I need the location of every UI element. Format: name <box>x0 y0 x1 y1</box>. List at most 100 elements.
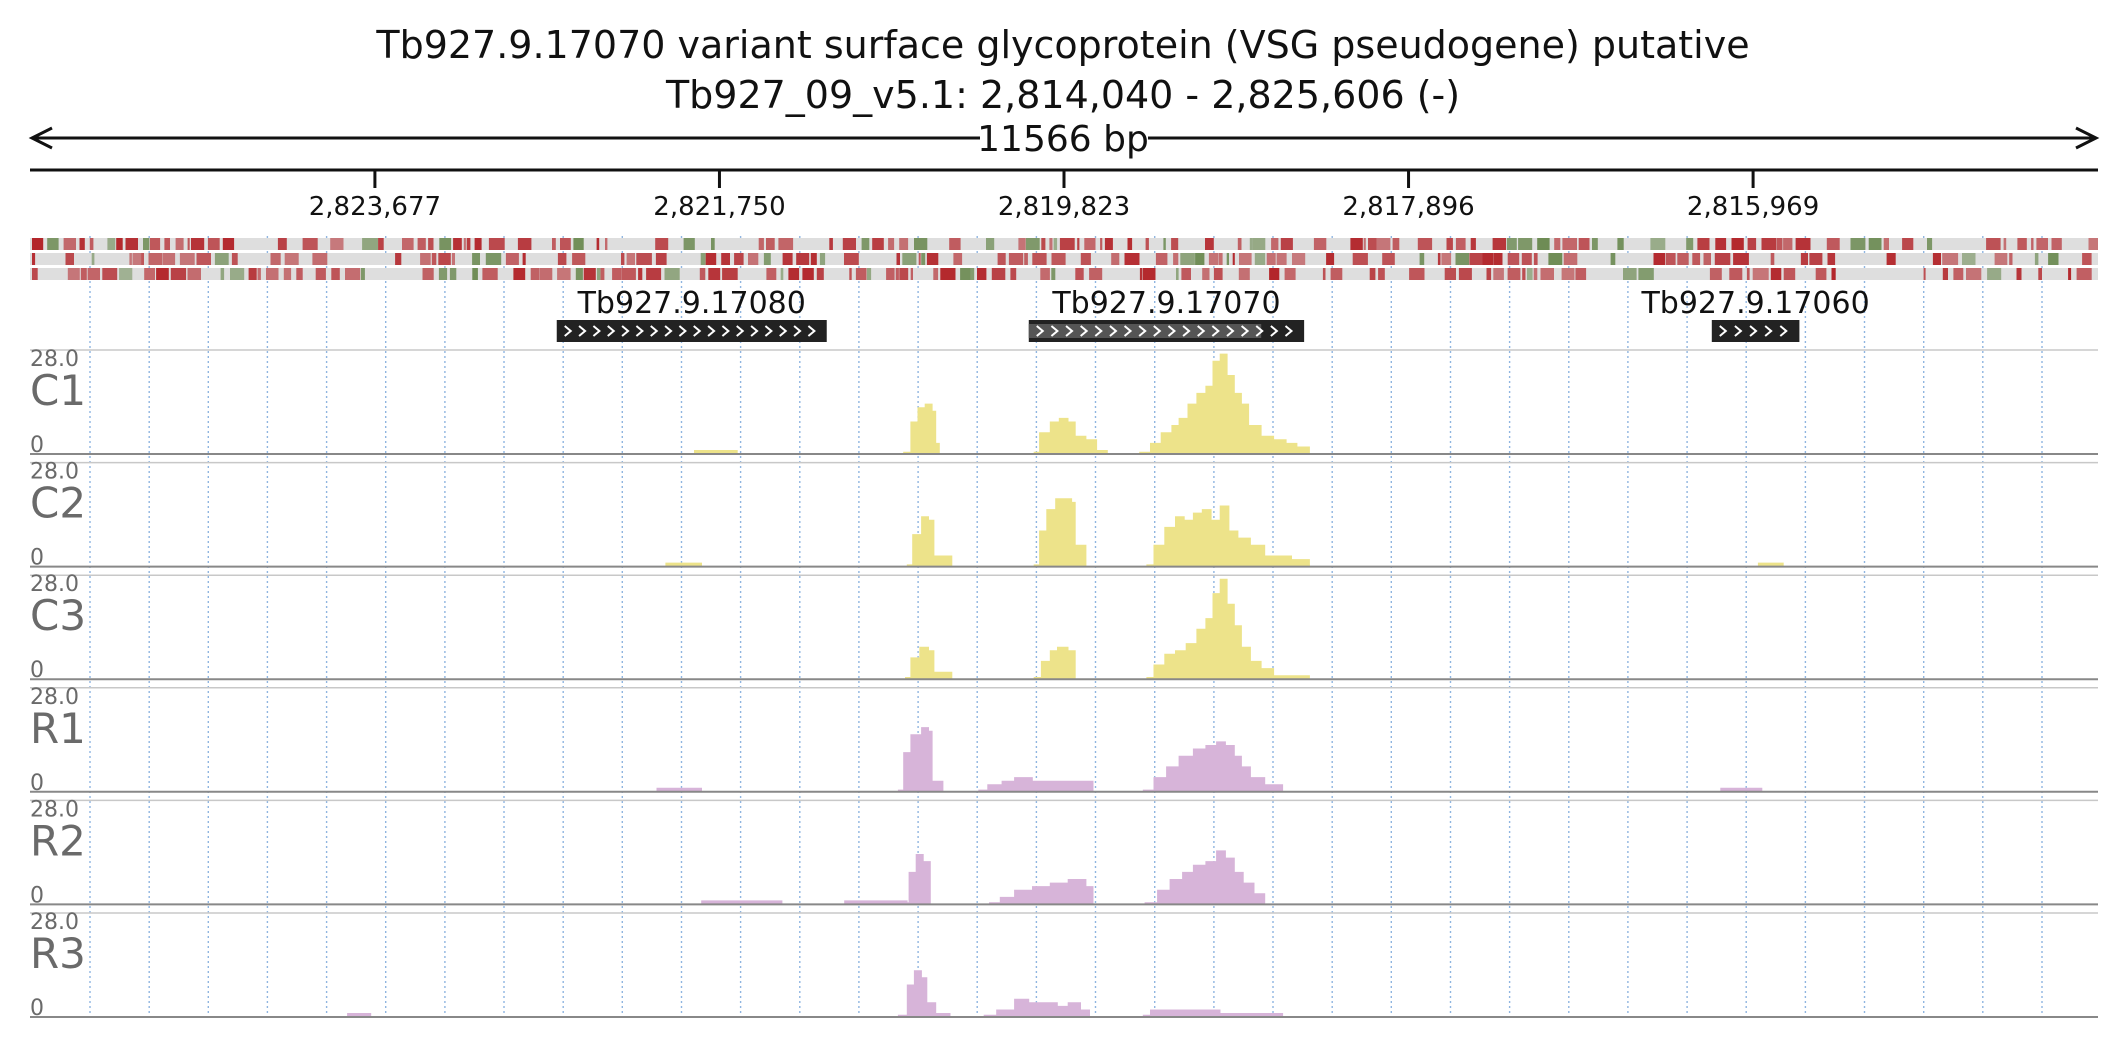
feature-mark <box>402 238 414 250</box>
feature-mark <box>1376 238 1391 250</box>
feature-mark <box>1537 238 1550 250</box>
feature-mark <box>1923 268 1926 280</box>
strand-arrow-icon <box>764 325 773 337</box>
feature-mark <box>488 238 505 250</box>
feature-mark <box>1815 268 1827 280</box>
feature-mark <box>360 268 365 280</box>
feature-mark <box>621 268 636 280</box>
left-arrow-icon <box>28 126 53 150</box>
feature-mark <box>156 268 169 280</box>
feature-mark <box>277 238 287 250</box>
feature-mark <box>1080 253 1091 265</box>
sequence-features-track <box>30 238 2098 280</box>
track-ymax-label: 28.0 <box>30 347 79 372</box>
track-r3: 28.0R3 0 <box>30 910 2098 1021</box>
feature-mark <box>1507 253 1520 265</box>
feature-mark <box>796 253 810 265</box>
strand-arrow-icon <box>1094 325 1103 337</box>
strand-arrow-icon <box>578 325 587 337</box>
coverage-peak <box>1146 505 1310 567</box>
feature-mark <box>2016 268 2022 280</box>
strand-arrow-icon <box>592 325 601 337</box>
feature-mark <box>125 238 138 250</box>
feature-mark <box>918 253 921 265</box>
track-r2: 28.0R2 0 <box>30 797 2098 908</box>
feature-mark <box>438 268 448 280</box>
feature-mark <box>960 268 971 280</box>
feature-mark <box>2034 253 2039 265</box>
feature-mark <box>1966 268 1982 280</box>
feature-mark <box>417 238 426 250</box>
feature-mark <box>2076 268 2092 280</box>
feature-mark <box>1783 268 1796 280</box>
feature-mark <box>2048 253 2059 265</box>
strand-arrow-icon <box>1167 325 1177 337</box>
feature-mark <box>583 268 596 280</box>
feature-mark <box>1455 253 1470 265</box>
feature-mark <box>1729 268 1743 280</box>
track-ymax-label: 28.0 <box>30 685 79 710</box>
feature-mark <box>1040 268 1050 280</box>
coverage-peak <box>978 777 1094 793</box>
feature-mark <box>1276 253 1287 265</box>
feature-mark <box>1942 268 1948 280</box>
feature-mark <box>636 253 652 265</box>
feature-mark <box>977 268 987 280</box>
track-ymin-label: 0 <box>30 883 44 908</box>
feature-mark <box>1419 253 1425 265</box>
feature-mark <box>605 238 608 250</box>
feature-mark <box>2051 238 2062 250</box>
feature-mark <box>472 268 478 280</box>
feature-mark <box>655 253 667 265</box>
feature-mark <box>141 253 144 265</box>
track-ymin-label: 0 <box>30 546 44 571</box>
feature-mark <box>1548 253 1563 265</box>
feature-mark <box>428 238 434 250</box>
feature-mark <box>855 268 867 280</box>
feature-mark <box>766 238 775 250</box>
feature-mark <box>896 253 900 265</box>
feature-mark <box>89 238 94 250</box>
feature-mark <box>991 268 1006 280</box>
strand-arrow-icon <box>1749 325 1758 337</box>
feature-mark <box>164 238 170 250</box>
feature-mark <box>1677 253 1689 265</box>
feature-mark <box>810 253 817 265</box>
feature-mark <box>1752 268 1769 280</box>
feature-mark <box>451 253 455 265</box>
track-ymin-label: 0 <box>30 996 44 1021</box>
strand-arrow-icon <box>1065 325 1074 337</box>
feature-mark <box>1127 238 1133 250</box>
feature-mark <box>1638 268 1654 280</box>
feature-mark <box>949 238 961 250</box>
tick-label: 2,821,750 <box>653 192 785 222</box>
tick-label: 2,815,969 <box>1687 192 1819 222</box>
feature-mark <box>530 268 540 280</box>
feature-mark <box>230 268 245 280</box>
feature-mark <box>453 238 462 250</box>
strand-arrow-icon <box>1036 325 1045 337</box>
feature-mark <box>886 268 895 280</box>
feature-mark <box>1051 268 1056 280</box>
feature-mark <box>971 268 975 280</box>
feature-mark <box>1522 268 1526 280</box>
track-ymax-label: 28.0 <box>30 572 79 597</box>
feature-mark <box>63 238 76 250</box>
feature-mark <box>1104 238 1113 250</box>
feature-mark <box>1617 238 1624 250</box>
feature-mark <box>1202 268 1210 280</box>
feature-mark <box>362 238 379 250</box>
locus-coordinates: Tb927_09_v5.1: 2,814,040 - 2,825,606 (-) <box>665 73 1460 117</box>
feature-mark <box>1927 238 1933 250</box>
feature-mark <box>1666 253 1676 265</box>
feature-mark <box>1195 253 1205 265</box>
feature-mark <box>1352 253 1368 265</box>
gene-label: Tb927.9.17070 <box>1051 286 1280 321</box>
strand-arrow-icon <box>707 325 716 337</box>
feature-mark <box>866 268 872 280</box>
strand-arrow-icon <box>793 325 802 337</box>
track-name-label: R2 <box>30 816 86 865</box>
coverage-peak <box>897 970 951 1018</box>
feature-mark <box>1493 268 1504 280</box>
feature-mark <box>91 253 95 265</box>
